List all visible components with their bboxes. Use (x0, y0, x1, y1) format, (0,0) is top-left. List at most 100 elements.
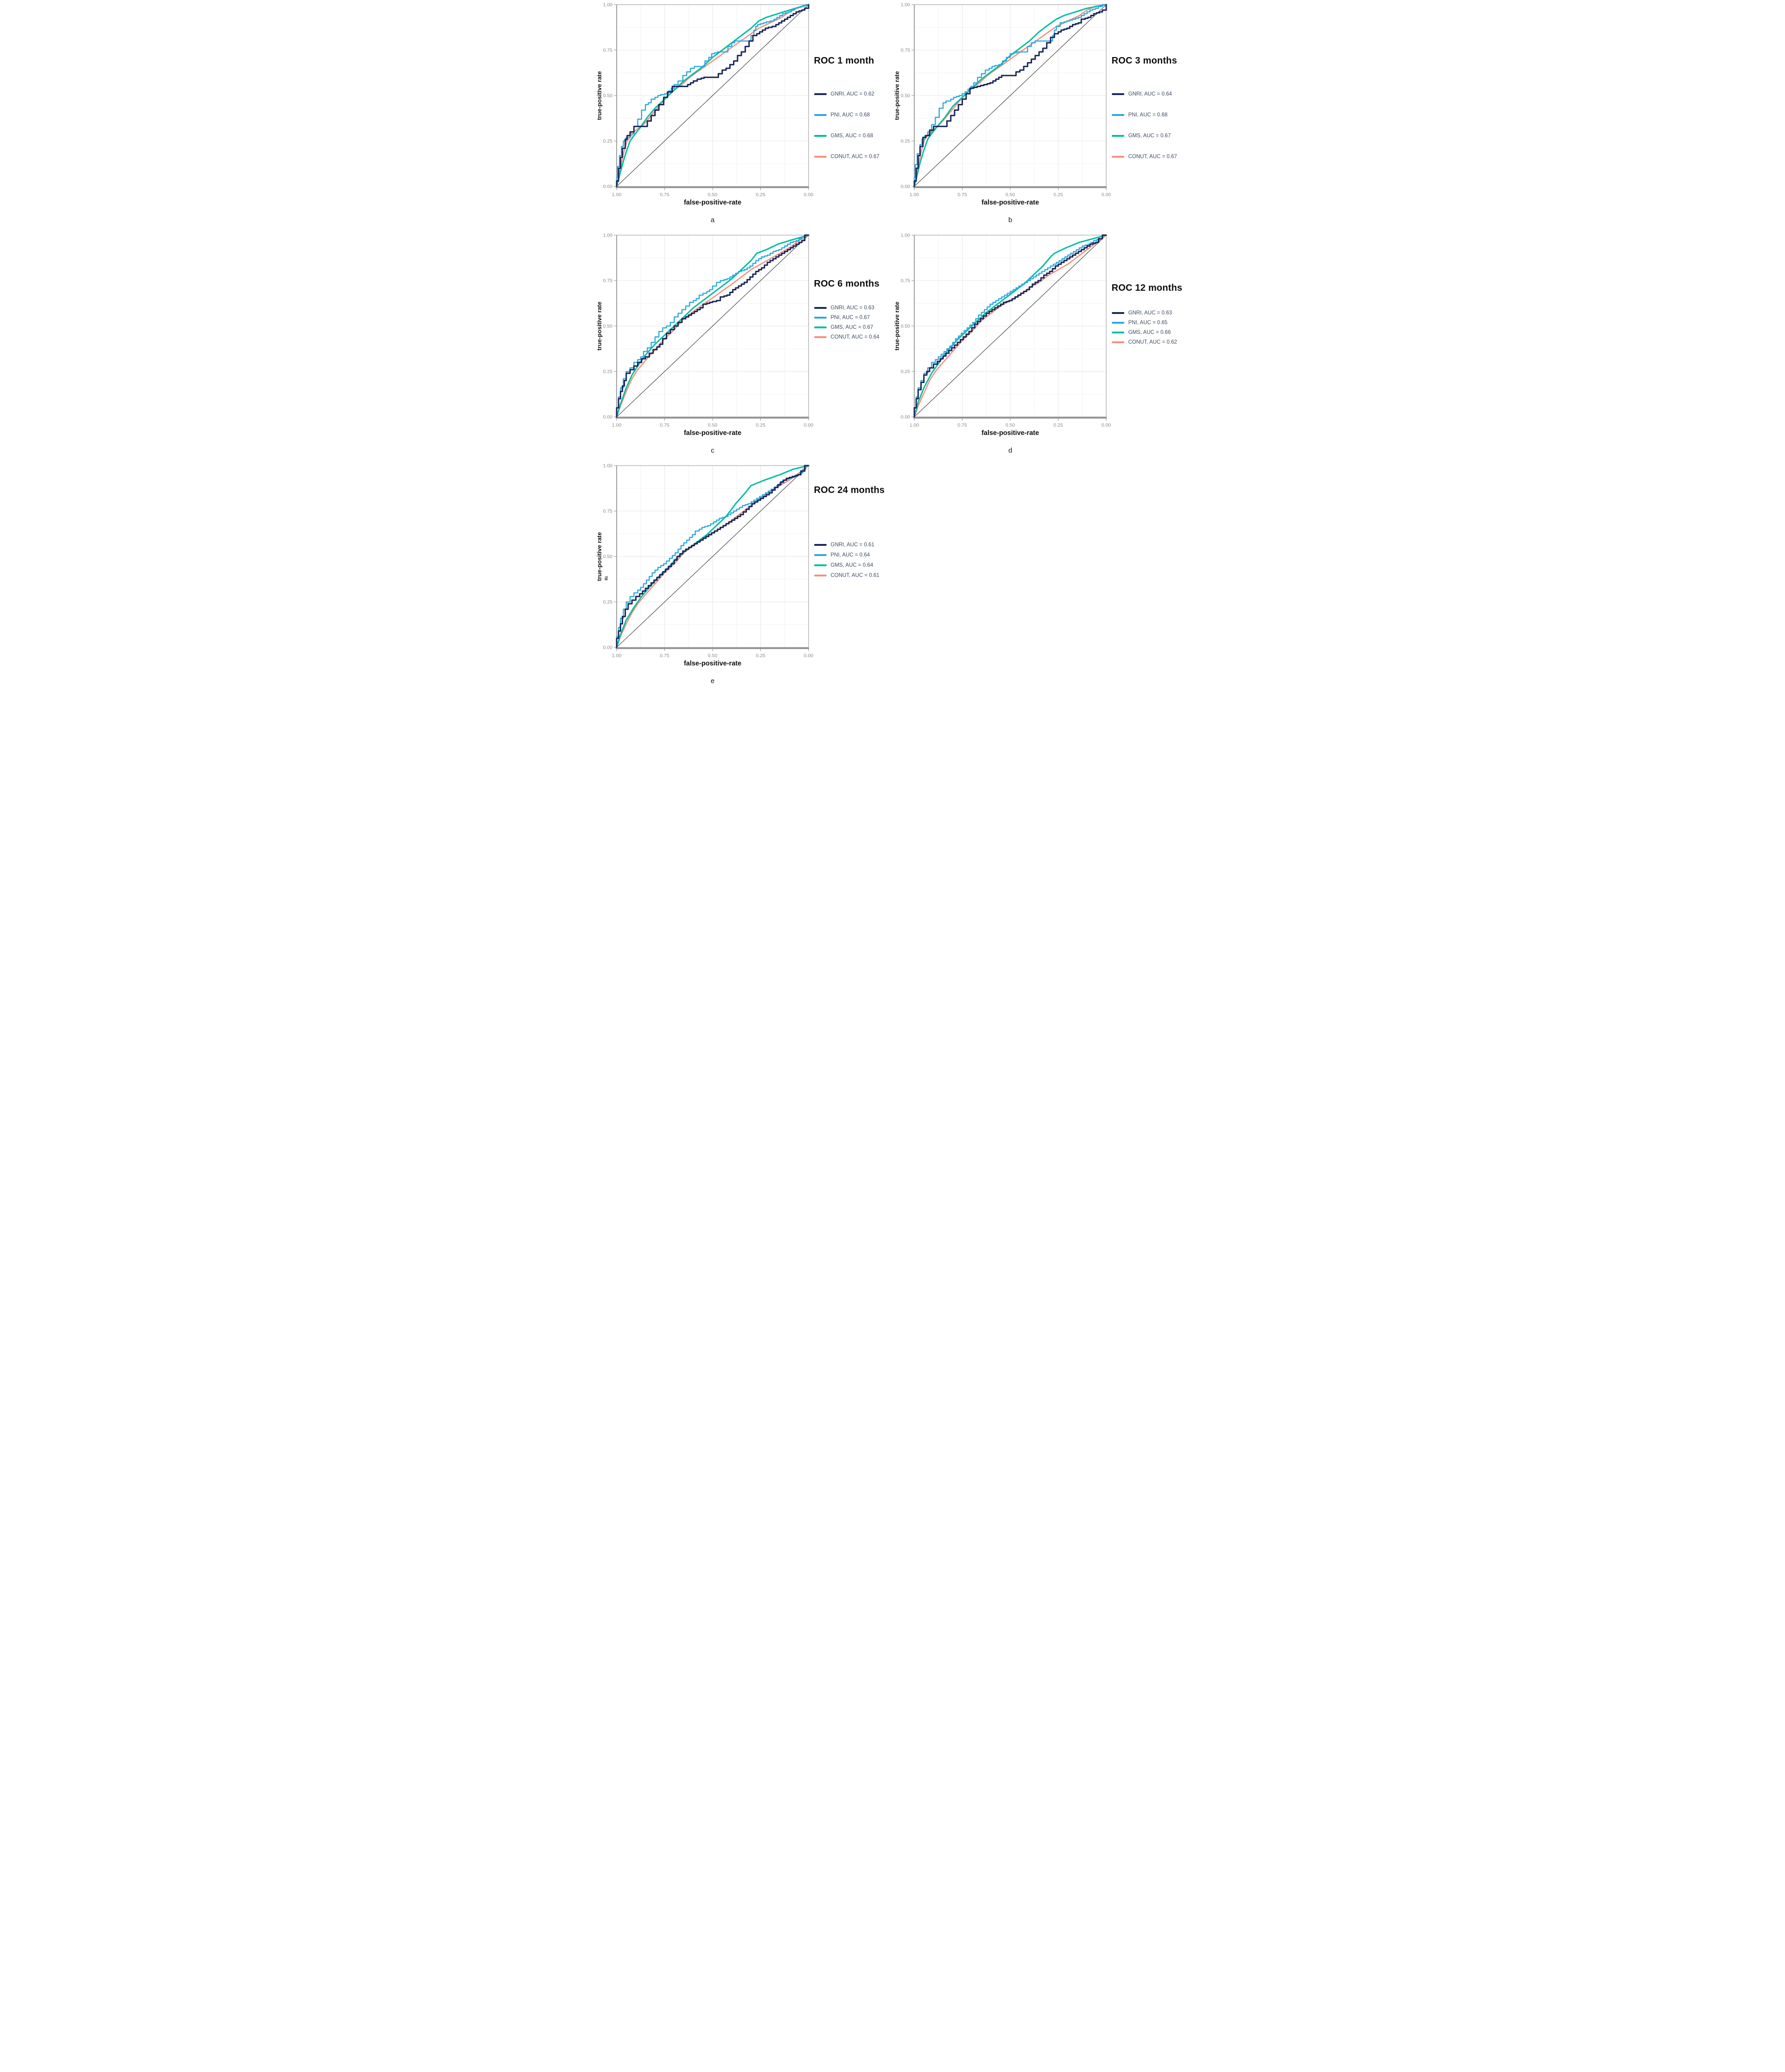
y-tick-label: 0.50 (900, 93, 910, 99)
panel-letter: b (1008, 216, 1012, 224)
panel-side: ROC 3 months GNRI, AUC = 0.64 PNI, AUC = … (1111, 0, 1190, 230)
legend-item-gnri: GNRI, AUC = 0.62 (814, 91, 893, 97)
y-tick-label: 1.00 (603, 463, 612, 469)
legend-label: GMS, AUC = 0.67 (1128, 133, 1171, 139)
roc-panel-a: 1.00 0.75 0.50 0.25 0.00 0.00 0.25 0.50 0.75 1.00… (595, 0, 893, 230)
x-tick-label: 0.25 (756, 422, 765, 428)
plot-column: 1.00 0.75 0.50 0.25 0.00 0.00 0.25 0.50 0.75 1.00… (893, 0, 1111, 230)
legend-item-pni: PNI, AUC = 0.65 (1111, 320, 1190, 326)
legend-label: GMS, AUC = 0.68 (830, 133, 873, 139)
y-tick-label: 0.00 (603, 645, 612, 651)
y-tick-label: 0.00 (603, 184, 612, 190)
legend-swatch-gms (814, 564, 827, 566)
roc-curve-conut (616, 234, 809, 418)
y-tick-label: 1.00 (900, 233, 910, 238)
y-tick-label: 0.50 (603, 554, 612, 560)
x-tick-label: 0.00 (1101, 192, 1110, 198)
legend-item-gnri: GNRI, AUC = 0.61 (814, 542, 893, 548)
panel-letter: c (711, 447, 714, 454)
legend-item-gnri: GNRI, AUC = 0.64 (1111, 91, 1190, 97)
y-tick-label: 0.75 (900, 278, 910, 284)
chance-diagonal-line (616, 4, 809, 187)
x-tick-label: 0.50 (1005, 422, 1015, 428)
y-tick-label: 0.00 (603, 415, 612, 420)
legend-label: GNRI, AUC = 0.64 (1128, 91, 1172, 97)
y-axis-title: true-positive rate (596, 71, 603, 120)
legend-label: CONUT, AUC = 0.64 (830, 334, 880, 340)
plot-column: 1.00 0.75 0.50 0.25 0.00 0.00 0.25 0.50 0.75 1.00… (893, 230, 1111, 461)
legend-label: PNI, AUC = 0.68 (830, 112, 870, 118)
y-axis-stray-text: Ri (604, 576, 609, 581)
legend-label: PNI, AUC = 0.64 (830, 552, 870, 558)
roc-curve-gms (913, 234, 1107, 418)
x-tick-label: 0.50 (708, 422, 717, 428)
roc-panel-c: 1.00 0.75 0.50 0.25 0.00 0.00 0.25 0.50 0.75 1.00… (595, 230, 893, 461)
legend-swatch-gnri (1111, 93, 1124, 95)
legend-label: GNRI, AUC = 0.63 (1128, 310, 1172, 316)
roc-curve-gnri (616, 465, 809, 648)
legend-swatch-conut (814, 575, 827, 576)
legend-label: GMS, AUC = 0.67 (830, 325, 873, 330)
roc-plot: 1.00 0.75 0.50 0.25 0.00 0.00 0.25 0.50 0.75 1.00… (596, 2, 813, 224)
legend-item-gms: GMS, AUC = 0.67 (814, 325, 893, 330)
roc-panel-b: 1.00 0.75 0.50 0.25 0.00 0.00 0.25 0.50 0.75 1.00… (893, 0, 1190, 230)
y-tick-label: 1.00 (900, 2, 910, 8)
y-axis-title: true-positive rate (893, 301, 900, 350)
x-tick-label: 0.75 (660, 422, 669, 428)
legend-label: CONUT, AUC = 0.61 (830, 573, 880, 578)
legend-swatch-gnri (814, 307, 827, 309)
y-tick-label: 0.50 (603, 93, 612, 99)
x-tick-label: 1.00 (612, 422, 621, 428)
legend-swatch-gnri (814, 544, 827, 546)
y-tick-label: 0.75 (603, 509, 612, 514)
roc-curve-gnri (913, 234, 1107, 418)
y-axis-title: true-positive rate (596, 301, 603, 350)
legend-item-conut: CONUT, AUC = 0.62 (1111, 339, 1190, 345)
roc-curve-pni (913, 4, 1107, 187)
y-tick-label: 0.25 (603, 600, 612, 605)
plot-column: 1.00 0.75 0.50 0.25 0.00 0.00 0.25 0.50 0.75 1.00… (595, 230, 813, 461)
legend-swatch-gnri (1111, 312, 1124, 314)
y-tick-label: 0.75 (603, 278, 612, 284)
legend-item-pni: PNI, AUC = 0.68 (1111, 112, 1190, 118)
x-tick-label: 0.25 (756, 653, 765, 659)
x-tick-label: 0.25 (756, 192, 765, 198)
y-tick-label: 1.00 (603, 2, 612, 8)
y-tick-label: 0.75 (900, 48, 910, 53)
legend-label: CONUT, AUC = 0.67 (1128, 154, 1177, 160)
legend-label: GNRI, AUC = 0.61 (830, 542, 874, 548)
roc-curve-gnri (616, 4, 809, 187)
roc-figure: 1.00 0.75 0.50 0.25 0.00 0.00 0.25 0.50 0.75 1.00… (595, 0, 1190, 691)
legend-label: GNRI, AUC = 0.63 (830, 305, 874, 311)
legend-item-gms: GMS, AUC = 0.66 (1111, 330, 1190, 335)
legend-swatch-pni (814, 554, 827, 556)
y-tick-label: 0.00 (900, 415, 910, 420)
y-tick-label: 0.25 (900, 369, 910, 375)
roc-plot: 1.00 0.75 0.50 0.25 0.00 0.00 0.25 0.50 0.75 1.00… (893, 233, 1111, 455)
x-tick-label: 1.00 (909, 422, 919, 428)
legend-swatch-conut (814, 156, 827, 158)
legend: GNRI, AUC = 0.63 PNI, AUC = 0.67 GMS, AUC … (814, 305, 893, 340)
x-tick-label: 0.75 (957, 422, 967, 428)
legend: GNRI, AUC = 0.62 PNI, AUC = 0.68 GMS, AUC … (814, 91, 893, 160)
panel-side: ROC 12 months GNRI, AUC = 0.63 PNI, AUC =… (1111, 230, 1190, 461)
y-tick-label: 0.25 (603, 369, 612, 375)
y-tick-label: 0.25 (900, 139, 910, 144)
panel-letter: d (1008, 447, 1012, 454)
x-tick-label: 0.50 (1005, 192, 1015, 198)
roc-plot: 1.00 0.75 0.50 0.25 0.00 0.00 0.25 0.50 0.75 1.00… (596, 463, 813, 685)
panel-letter: e (710, 677, 714, 685)
legend-swatch-conut (1111, 156, 1124, 158)
x-tick-label: 0.25 (1053, 192, 1063, 198)
legend-swatch-pni (814, 317, 827, 319)
legend-item-gms: GMS, AUC = 0.67 (1111, 133, 1190, 139)
roc-curve-gnri (616, 234, 809, 418)
panel-title: ROC 1 month (814, 56, 874, 66)
legend-item-gms: GMS, AUC = 0.64 (814, 563, 893, 568)
x-tick-label: 0.50 (708, 192, 717, 198)
legend-item-conut: CONUT, AUC = 0.67 (814, 154, 893, 160)
legend-swatch-gms (1111, 135, 1124, 137)
roc-curve-gms (616, 4, 809, 187)
y-tick-label: 0.50 (900, 324, 910, 329)
legend-swatch-pni (1111, 322, 1124, 324)
